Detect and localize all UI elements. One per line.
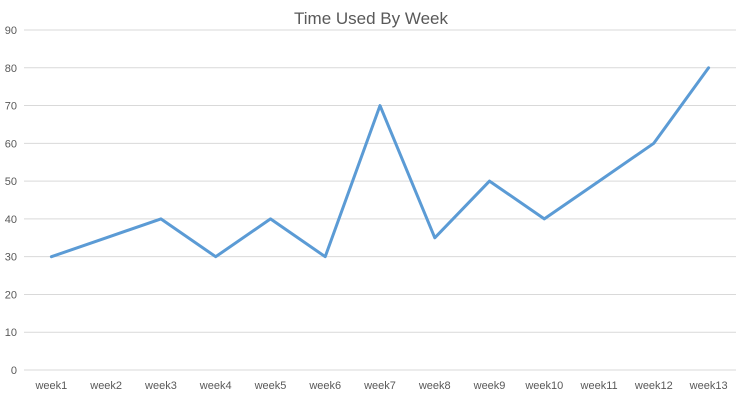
y-tick-label: 70	[5, 101, 17, 113]
x-tick-label: week6	[308, 380, 341, 392]
x-tick-label: week8	[418, 380, 451, 392]
y-tick-label: 40	[5, 214, 17, 226]
y-tick-label: 60	[5, 138, 17, 150]
series-line	[51, 68, 708, 257]
y-tick-label: 50	[5, 176, 17, 188]
x-axis-tick-labels: week1 week2 week3 week4 week5 week6 week7 week8…	[34, 380, 727, 392]
x-tick-label: week13	[689, 380, 728, 392]
x-tick-label: week7	[363, 380, 396, 392]
y-tick-label: 90	[5, 25, 17, 37]
y-tick-label: 20	[5, 289, 17, 301]
series-group	[51, 68, 708, 257]
x-tick-label: week5	[254, 380, 287, 392]
x-tick-label: week3	[144, 380, 177, 392]
y-tick-label: 0	[11, 365, 17, 377]
x-tick-label: week4	[199, 380, 232, 392]
y-tick-label: 30	[5, 252, 17, 264]
y-axis-tick-labels: 0 10 20 30 40 50 60 70 80 90	[5, 25, 17, 377]
x-tick-label: week1	[34, 380, 67, 392]
x-tick-label: week9	[473, 380, 506, 392]
gridlines	[24, 30, 736, 370]
y-tick-label: 80	[5, 63, 17, 75]
x-tick-label: week11	[580, 380, 618, 392]
x-tick-label: week2	[89, 380, 122, 392]
y-tick-label: 10	[5, 327, 17, 339]
x-tick-label: week12	[634, 380, 673, 392]
x-tick-label: week10	[524, 380, 563, 392]
chart-title: Time Used By Week	[294, 9, 448, 28]
